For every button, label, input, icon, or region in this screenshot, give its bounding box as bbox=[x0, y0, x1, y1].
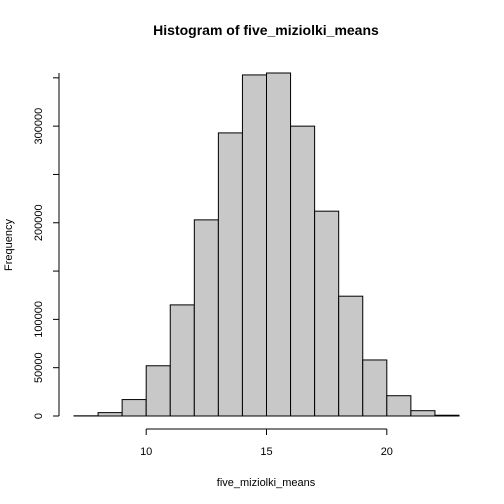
y-tick-label: 100000 bbox=[33, 301, 45, 338]
x-axis: 10 15 20 bbox=[140, 428, 393, 458]
histogram-bar bbox=[434, 414, 460, 417]
histogram-bar bbox=[314, 210, 340, 417]
histogram-bar bbox=[217, 132, 243, 417]
histogram-bar bbox=[266, 72, 292, 417]
y-tick-label: 0 bbox=[33, 413, 45, 419]
histogram-bar bbox=[97, 412, 123, 417]
y-tick-label: 300000 bbox=[33, 108, 45, 145]
x-axis-label: five_miziolki_means bbox=[217, 477, 316, 489]
y-tick-label: 50000 bbox=[33, 352, 45, 383]
histogram-bar bbox=[145, 365, 171, 417]
histogram-bar bbox=[362, 359, 388, 417]
histogram-bar bbox=[386, 395, 412, 417]
x-tick-label: 10 bbox=[140, 446, 152, 458]
histogram-bar bbox=[193, 219, 219, 417]
y-axis: 0 50000 100000 200000 300000 bbox=[33, 73, 60, 419]
histogram-bar bbox=[410, 410, 436, 417]
y-axis-label: Frequency bbox=[3, 219, 15, 271]
histogram-bar bbox=[241, 74, 267, 417]
x-tick-label: 15 bbox=[260, 446, 272, 458]
histogram-bar bbox=[338, 295, 364, 417]
histogram-bar bbox=[121, 399, 147, 417]
bars-layer bbox=[73, 72, 460, 417]
chart-title: Histogram of five_miziolki_means bbox=[153, 22, 379, 38]
y-tick-label: 200000 bbox=[33, 204, 45, 241]
x-tick-label: 20 bbox=[381, 446, 393, 458]
histogram-bar bbox=[290, 125, 316, 417]
histogram-bar bbox=[169, 304, 195, 417]
